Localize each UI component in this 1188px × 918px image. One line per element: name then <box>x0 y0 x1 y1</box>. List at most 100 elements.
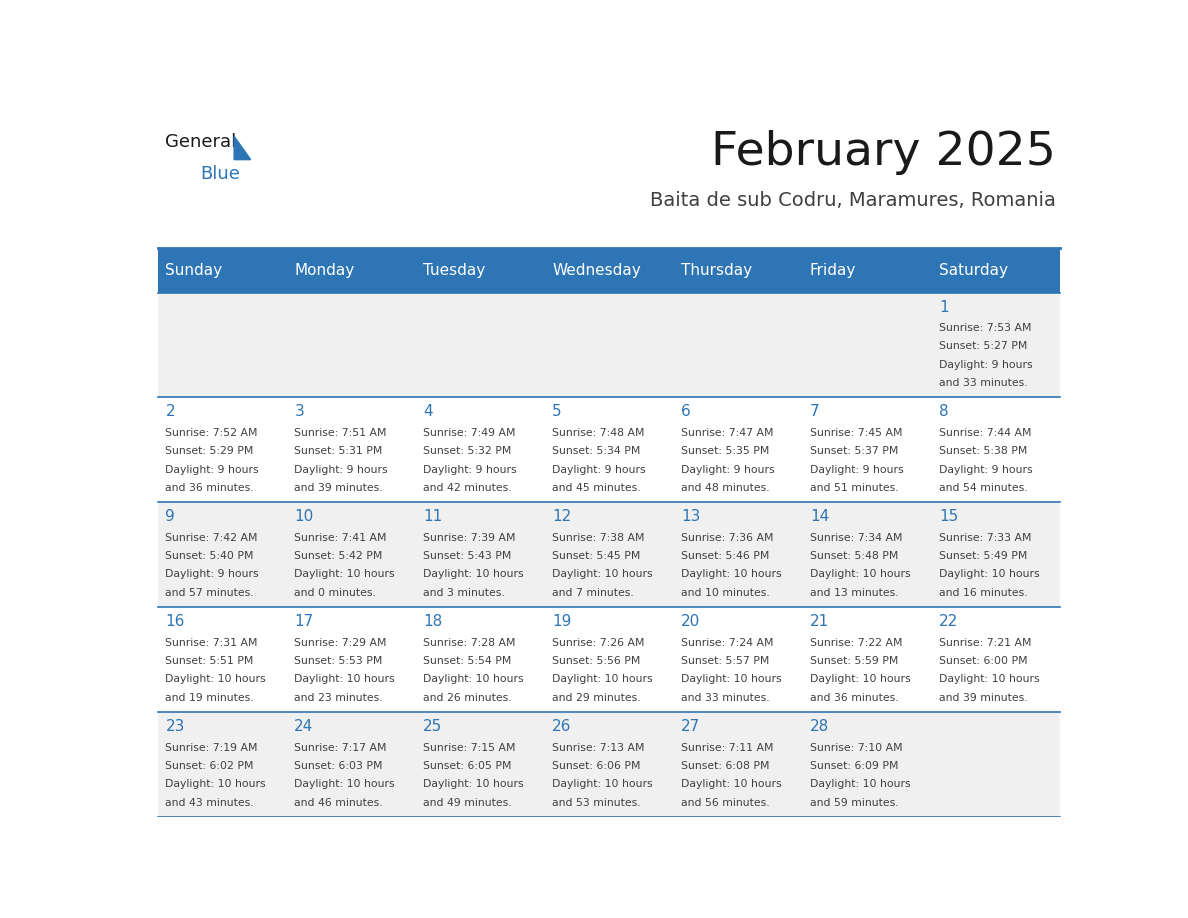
Text: Sunrise: 7:11 AM: Sunrise: 7:11 AM <box>681 743 773 753</box>
Text: and 10 minutes.: and 10 minutes. <box>681 588 770 598</box>
Text: Daylight: 10 hours: Daylight: 10 hours <box>939 675 1040 685</box>
Text: Sunset: 5:38 PM: Sunset: 5:38 PM <box>939 446 1028 456</box>
Text: Sunset: 6:00 PM: Sunset: 6:00 PM <box>939 656 1028 666</box>
Text: 16: 16 <box>165 614 185 630</box>
Text: 9: 9 <box>165 509 175 524</box>
Text: Daylight: 10 hours: Daylight: 10 hours <box>165 779 266 789</box>
Text: 15: 15 <box>939 509 958 524</box>
Text: Sunrise: 7:22 AM: Sunrise: 7:22 AM <box>810 638 903 647</box>
Text: Sunrise: 7:44 AM: Sunrise: 7:44 AM <box>939 428 1031 438</box>
Text: Sunset: 5:43 PM: Sunset: 5:43 PM <box>423 551 512 561</box>
Text: Sunset: 6:09 PM: Sunset: 6:09 PM <box>810 761 898 771</box>
Text: Daylight: 9 hours: Daylight: 9 hours <box>681 465 775 475</box>
Text: 19: 19 <box>552 614 571 630</box>
Text: Baita de sub Codru, Maramures, Romania: Baita de sub Codru, Maramures, Romania <box>650 192 1055 210</box>
Text: Daylight: 10 hours: Daylight: 10 hours <box>810 675 910 685</box>
Text: Sunset: 5:59 PM: Sunset: 5:59 PM <box>810 656 898 666</box>
Text: Sunset: 5:46 PM: Sunset: 5:46 PM <box>681 551 770 561</box>
Text: Sunrise: 7:15 AM: Sunrise: 7:15 AM <box>423 743 516 753</box>
Text: Sunset: 5:42 PM: Sunset: 5:42 PM <box>295 551 383 561</box>
Text: Sunset: 6:05 PM: Sunset: 6:05 PM <box>423 761 512 771</box>
Bar <box>158 502 1060 607</box>
Text: Sunset: 5:49 PM: Sunset: 5:49 PM <box>939 551 1028 561</box>
Text: Sunrise: 7:13 AM: Sunrise: 7:13 AM <box>552 743 645 753</box>
Text: Sunset: 6:08 PM: Sunset: 6:08 PM <box>681 761 770 771</box>
Text: Daylight: 10 hours: Daylight: 10 hours <box>165 675 266 685</box>
Text: 22: 22 <box>939 614 958 630</box>
Text: Saturday: Saturday <box>939 263 1007 278</box>
Text: Sunset: 5:48 PM: Sunset: 5:48 PM <box>810 551 898 561</box>
Text: Blue: Blue <box>200 164 240 183</box>
Text: Sunset: 5:53 PM: Sunset: 5:53 PM <box>295 656 383 666</box>
Text: 25: 25 <box>423 719 442 734</box>
Text: Sunset: 5:54 PM: Sunset: 5:54 PM <box>423 656 512 666</box>
Text: Sunset: 6:03 PM: Sunset: 6:03 PM <box>295 761 383 771</box>
Text: 8: 8 <box>939 405 948 420</box>
Text: and 23 minutes.: and 23 minutes. <box>295 693 383 703</box>
Text: Sunrise: 7:41 AM: Sunrise: 7:41 AM <box>295 532 387 543</box>
Text: Sunset: 5:29 PM: Sunset: 5:29 PM <box>165 446 254 456</box>
Text: Sunrise: 7:34 AM: Sunrise: 7:34 AM <box>810 532 903 543</box>
Text: Sunrise: 7:28 AM: Sunrise: 7:28 AM <box>423 638 516 647</box>
Text: Daylight: 10 hours: Daylight: 10 hours <box>681 569 782 579</box>
Polygon shape <box>234 136 251 160</box>
Bar <box>158 293 1060 397</box>
Text: Thursday: Thursday <box>681 263 752 278</box>
Text: and 57 minutes.: and 57 minutes. <box>165 588 254 598</box>
Text: Daylight: 9 hours: Daylight: 9 hours <box>423 465 517 475</box>
Text: and 39 minutes.: and 39 minutes. <box>939 693 1028 703</box>
Text: and 33 minutes.: and 33 minutes. <box>939 378 1028 388</box>
Text: Daylight: 10 hours: Daylight: 10 hours <box>810 569 910 579</box>
Text: and 19 minutes.: and 19 minutes. <box>165 693 254 703</box>
Text: Sunrise: 7:48 AM: Sunrise: 7:48 AM <box>552 428 645 438</box>
Text: Daylight: 10 hours: Daylight: 10 hours <box>552 675 652 685</box>
Text: Sunrise: 7:38 AM: Sunrise: 7:38 AM <box>552 532 645 543</box>
Text: Daylight: 10 hours: Daylight: 10 hours <box>552 569 652 579</box>
Bar <box>158 607 1060 712</box>
Text: 17: 17 <box>295 614 314 630</box>
Text: and 59 minutes.: and 59 minutes. <box>810 798 898 808</box>
Text: and 16 minutes.: and 16 minutes. <box>939 588 1028 598</box>
Text: Sunrise: 7:24 AM: Sunrise: 7:24 AM <box>681 638 773 647</box>
Text: 20: 20 <box>681 614 700 630</box>
Text: 10: 10 <box>295 509 314 524</box>
Text: Daylight: 10 hours: Daylight: 10 hours <box>939 569 1040 579</box>
Text: and 46 minutes.: and 46 minutes. <box>295 798 383 808</box>
Text: Sunset: 5:37 PM: Sunset: 5:37 PM <box>810 446 898 456</box>
Text: Sunset: 5:32 PM: Sunset: 5:32 PM <box>423 446 512 456</box>
Text: Sunrise: 7:17 AM: Sunrise: 7:17 AM <box>295 743 387 753</box>
Text: February 2025: February 2025 <box>710 130 1055 175</box>
Text: and 36 minutes.: and 36 minutes. <box>810 693 898 703</box>
Text: Daylight: 9 hours: Daylight: 9 hours <box>810 465 904 475</box>
Text: Sunset: 5:45 PM: Sunset: 5:45 PM <box>552 551 640 561</box>
Text: Daylight: 9 hours: Daylight: 9 hours <box>165 465 259 475</box>
Text: 6: 6 <box>681 405 690 420</box>
Text: 11: 11 <box>423 509 442 524</box>
Text: Daylight: 9 hours: Daylight: 9 hours <box>295 465 388 475</box>
Text: Sunset: 6:02 PM: Sunset: 6:02 PM <box>165 761 254 771</box>
Text: Daylight: 10 hours: Daylight: 10 hours <box>423 569 524 579</box>
Text: Sunrise: 7:21 AM: Sunrise: 7:21 AM <box>939 638 1031 647</box>
Text: Sunrise: 7:45 AM: Sunrise: 7:45 AM <box>810 428 903 438</box>
Text: 3: 3 <box>295 405 304 420</box>
Text: and 26 minutes.: and 26 minutes. <box>423 693 512 703</box>
Text: 28: 28 <box>810 719 829 734</box>
Text: Daylight: 10 hours: Daylight: 10 hours <box>681 779 782 789</box>
Text: Daylight: 9 hours: Daylight: 9 hours <box>552 465 646 475</box>
Text: 1: 1 <box>939 299 948 315</box>
Text: Sunrise: 7:10 AM: Sunrise: 7:10 AM <box>810 743 903 753</box>
Text: 13: 13 <box>681 509 701 524</box>
Text: Monday: Monday <box>295 263 354 278</box>
Text: Sunrise: 7:53 AM: Sunrise: 7:53 AM <box>939 323 1031 333</box>
Text: Sunset: 5:56 PM: Sunset: 5:56 PM <box>552 656 640 666</box>
Text: Sunrise: 7:31 AM: Sunrise: 7:31 AM <box>165 638 258 647</box>
Text: Sunrise: 7:36 AM: Sunrise: 7:36 AM <box>681 532 773 543</box>
Text: and 53 minutes.: and 53 minutes. <box>552 798 640 808</box>
Text: Sunrise: 7:39 AM: Sunrise: 7:39 AM <box>423 532 516 543</box>
Text: and 0 minutes.: and 0 minutes. <box>295 588 377 598</box>
Text: Daylight: 10 hours: Daylight: 10 hours <box>423 779 524 789</box>
Text: 5: 5 <box>552 405 562 420</box>
Text: Daylight: 9 hours: Daylight: 9 hours <box>939 465 1032 475</box>
Text: General: General <box>165 133 236 151</box>
Text: and 29 minutes.: and 29 minutes. <box>552 693 640 703</box>
